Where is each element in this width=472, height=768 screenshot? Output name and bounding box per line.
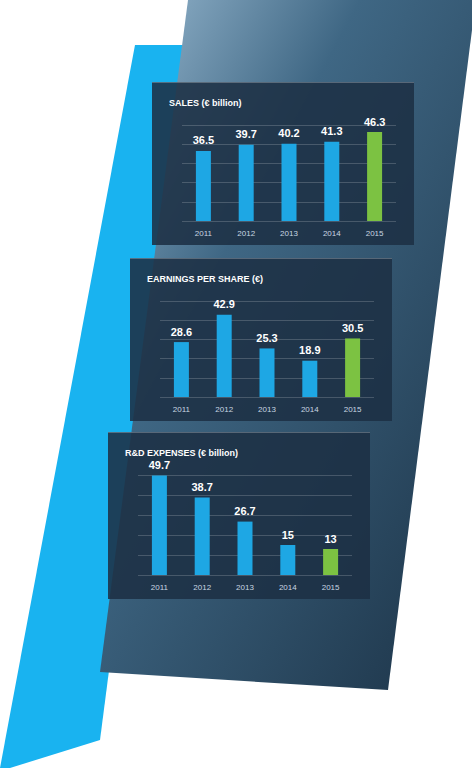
svg-text:2013: 2013 [258, 405, 276, 414]
svg-text:2013: 2013 [236, 583, 254, 592]
svg-text:2014: 2014 [323, 229, 341, 238]
svg-text:2012: 2012 [193, 583, 211, 592]
svg-text:2015: 2015 [322, 583, 340, 592]
svg-text:18.9: 18.9 [299, 344, 320, 356]
svg-text:28.6: 28.6 [171, 326, 192, 338]
svg-text:30.5: 30.5 [342, 322, 363, 334]
svg-text:2015: 2015 [366, 229, 384, 238]
svg-text:49.7: 49.7 [149, 459, 170, 471]
svg-text:36.5: 36.5 [193, 134, 214, 146]
svg-text:2011: 2011 [195, 229, 213, 238]
svg-text:2011: 2011 [173, 405, 191, 414]
svg-text:13: 13 [324, 533, 336, 545]
svg-text:25.3: 25.3 [256, 332, 277, 344]
svg-text:41.3: 41.3 [321, 125, 342, 137]
svg-text:42.9: 42.9 [213, 298, 234, 310]
svg-text:46.3: 46.3 [364, 116, 385, 128]
svg-text:2012: 2012 [215, 405, 233, 414]
svg-text:15: 15 [282, 529, 294, 541]
svg-text:2011: 2011 [151, 583, 169, 592]
svg-text:2015: 2015 [344, 405, 362, 414]
svg-text:R&D EXPENSES (€ billion): R&D EXPENSES (€ billion) [125, 448, 238, 458]
svg-text:2013: 2013 [280, 229, 298, 238]
svg-text:26.7: 26.7 [234, 505, 255, 517]
svg-text:2014: 2014 [279, 583, 297, 592]
svg-text:39.7: 39.7 [235, 128, 256, 140]
svg-text:2012: 2012 [237, 229, 255, 238]
svg-text:40.2: 40.2 [278, 127, 299, 139]
svg-text:EARNINGS PER SHARE (€): EARNINGS PER SHARE (€) [147, 274, 263, 284]
svg-text:2014: 2014 [301, 405, 319, 414]
svg-text:SALES (€ billion): SALES (€ billion) [169, 98, 242, 108]
svg-text:38.7: 38.7 [191, 481, 212, 493]
